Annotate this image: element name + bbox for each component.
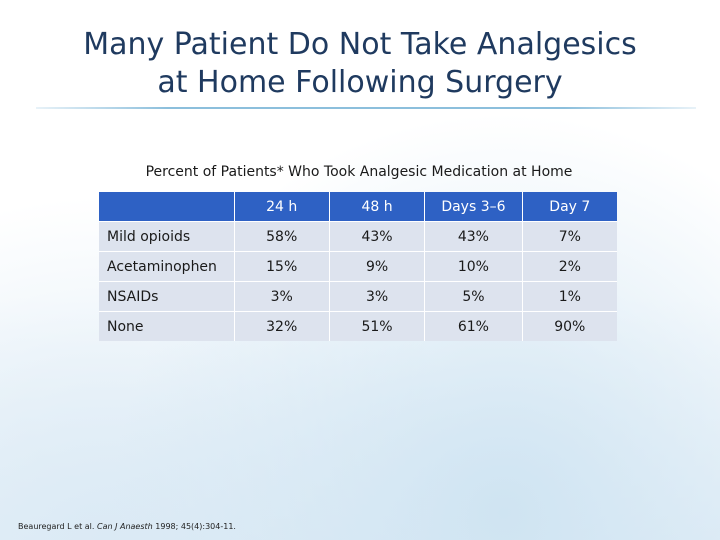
table-caption: Percent of Patients* Who Took Analgesic … <box>145 164 573 180</box>
table-cell: 3% <box>328 281 425 312</box>
table-cell: 61% <box>424 311 523 341</box>
citation-journal: Can J Anaesth <box>96 522 153 531</box>
table-cell: 2% <box>521 251 617 282</box>
table-cell: 90% <box>521 311 617 341</box>
table-cell: 9% <box>328 251 425 282</box>
table-cell: 7% <box>521 221 617 252</box>
row-label: None <box>99 311 235 341</box>
title-divider <box>36 107 696 109</box>
header-24h: 24 h <box>233 192 330 222</box>
table-cell: 1% <box>521 281 617 312</box>
table-cell: 3% <box>233 281 330 312</box>
table-row: None 32% 51% 61% 90% <box>99 311 617 341</box>
table-cell: 32% <box>233 311 330 341</box>
table-cell: 5% <box>424 281 523 312</box>
row-label: Acetaminophen <box>99 251 235 282</box>
table-row: Acetaminophen 15% 9% 10% 2% <box>99 251 617 282</box>
slide-title-line-2: at Home Following Surgery <box>157 65 563 100</box>
header-48h: 48 h <box>328 192 425 222</box>
table-cell: 10% <box>424 251 523 282</box>
table-cell: 43% <box>328 221 425 252</box>
table-cell: 43% <box>424 221 523 252</box>
table-cell: 51% <box>328 311 425 341</box>
slide-title-line-1: Many Patient Do Not Take Analgesics <box>83 27 637 62</box>
table-row: Mild opioids 58% 43% 43% 7% <box>99 221 617 252</box>
citation: Beauregard L et al. Can J Anaesth 1998; … <box>18 522 236 531</box>
table-cell: 15% <box>233 251 330 282</box>
row-label: Mild opioids <box>99 221 235 252</box>
row-label: NSAIDs <box>99 281 235 312</box>
header-empty <box>99 192 235 222</box>
header-days-3-6: Days 3–6 <box>424 192 523 222</box>
citation-authors: Beauregard L et al. <box>18 522 95 531</box>
slide-title: Many Patient Do Not Take Analgesics at H… <box>0 26 720 102</box>
table-header-row: 24 h 48 h Days 3–6 Day 7 <box>99 192 617 222</box>
table-row: NSAIDs 3% 3% 5% 1% <box>99 281 617 312</box>
citation-details: 1998; 45(4):304-11. <box>155 522 236 531</box>
header-day-7: Day 7 <box>521 192 617 222</box>
analgesic-table: 24 h 48 h Days 3–6 Day 7 Mild opioids 58… <box>99 192 617 341</box>
table-cell: 58% <box>233 221 330 252</box>
